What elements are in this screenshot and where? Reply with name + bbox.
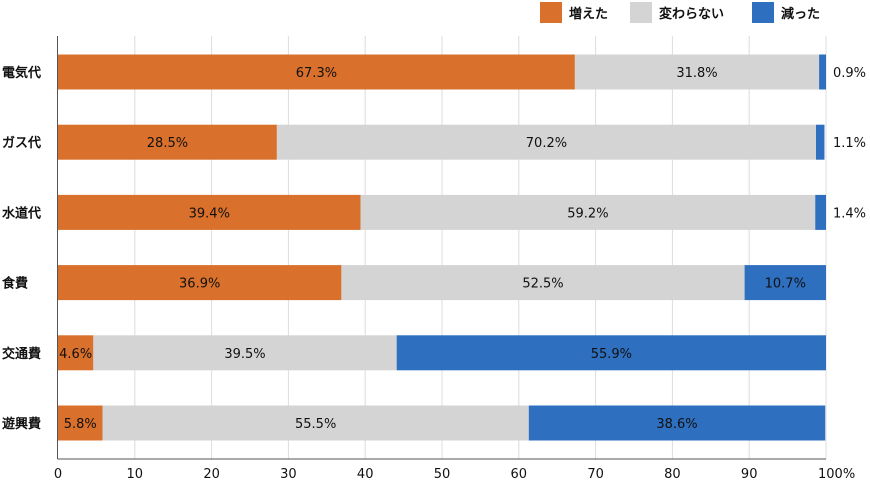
legend-label: 減った — [781, 6, 820, 22]
x-tick-label: 20 — [203, 467, 220, 482]
data-label: 4.6% — [59, 347, 92, 362]
data-label: 36.9% — [179, 277, 220, 292]
x-tick-label: 60 — [511, 467, 528, 482]
data-label: 1.4% — [833, 206, 866, 221]
x-tick-label: 80 — [664, 467, 681, 482]
bar-increased — [58, 54, 575, 90]
legend-label: 変わらない — [659, 6, 724, 22]
x-tick-label: 70 — [587, 467, 604, 482]
x-tick-label: 10 — [127, 467, 144, 482]
x-tick-label: 50 — [434, 467, 451, 482]
bar-decreased — [816, 124, 825, 160]
category-label: 遊興費 — [2, 416, 41, 432]
category-label: 電気代 — [2, 65, 41, 81]
x-tick-label: 40 — [357, 467, 374, 482]
category-label: ガス代 — [2, 135, 41, 151]
bar-decreased — [528, 405, 826, 441]
data-label: 67.3% — [296, 66, 337, 81]
data-label: 59.2% — [567, 206, 608, 221]
legend-label: 増えた — [569, 6, 608, 22]
data-label: 55.5% — [295, 417, 336, 432]
x-tick-label: 90 — [741, 467, 758, 482]
x-tick-label: 100% — [818, 467, 855, 482]
category-label: 交通費 — [2, 346, 41, 362]
bar-unchanged — [93, 335, 397, 371]
bar-increased — [58, 124, 277, 160]
legend-swatch — [630, 2, 652, 23]
bar-increased — [58, 405, 103, 441]
data-label: 38.6% — [656, 417, 697, 432]
data-label: 70.2% — [526, 136, 567, 151]
x-tick-label: 30 — [280, 467, 297, 482]
bar-unchanged — [276, 124, 817, 160]
legend-swatch — [752, 2, 774, 23]
data-label: 0.9% — [833, 66, 866, 81]
data-label: 39.4% — [189, 206, 230, 221]
data-label: 55.9% — [591, 347, 632, 362]
bar-decreased — [744, 265, 826, 301]
data-label: 10.7% — [765, 277, 806, 292]
bar-unchanged — [102, 405, 529, 441]
data-label: 39.5% — [224, 347, 265, 362]
data-label: 28.5% — [147, 136, 188, 151]
x-tick-label: 0 — [54, 467, 62, 482]
bar-decreased — [396, 335, 826, 371]
bar-increased — [58, 335, 94, 371]
bar-decreased — [815, 194, 826, 230]
data-label: 5.8% — [64, 417, 97, 432]
data-label: 52.5% — [522, 277, 563, 292]
bar-unchanged — [341, 265, 745, 301]
bar-decreased — [819, 54, 826, 90]
data-label: 1.1% — [833, 136, 866, 151]
category-label: 水道代 — [2, 205, 41, 221]
bar-unchanged — [360, 194, 816, 230]
category-label: 食費 — [2, 276, 28, 292]
bar-increased — [58, 194, 361, 230]
data-label: 31.8% — [676, 66, 717, 81]
bar-increased — [58, 265, 342, 301]
bar-unchanged — [574, 54, 820, 90]
legend-swatch — [540, 2, 562, 23]
